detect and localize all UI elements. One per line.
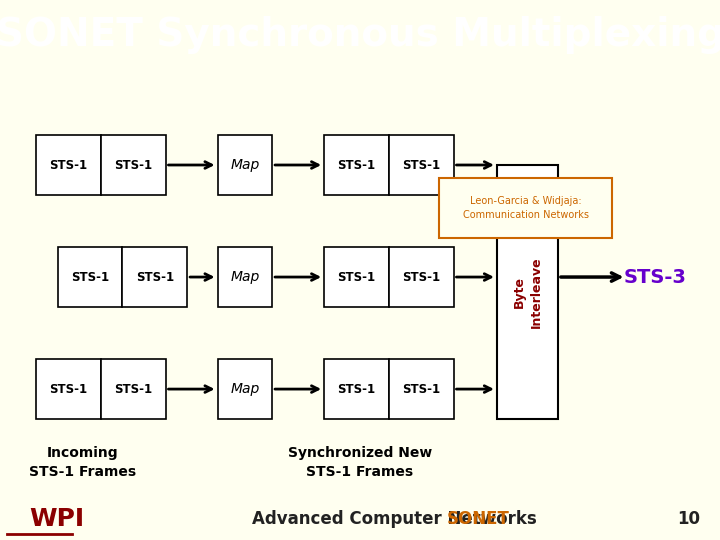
Text: Map: Map — [230, 382, 259, 396]
Text: Leon-Garcia & Widjaja:
Communication Networks: Leon-Garcia & Widjaja: Communication Net… — [463, 197, 589, 220]
Text: STS-1: STS-1 — [50, 382, 87, 396]
Text: STS-1: STS-1 — [402, 382, 440, 396]
Text: STS-1: STS-1 — [338, 271, 375, 284]
FancyBboxPatch shape — [389, 247, 454, 307]
FancyBboxPatch shape — [324, 359, 389, 419]
FancyBboxPatch shape — [324, 247, 389, 307]
Text: SONET Synchronous Multiplexing: SONET Synchronous Multiplexing — [0, 16, 720, 54]
Text: Synchronized New
STS-1 Frames: Synchronized New STS-1 Frames — [288, 446, 432, 478]
Text: STS-1: STS-1 — [114, 382, 152, 396]
FancyBboxPatch shape — [36, 359, 101, 419]
Text: Advanced Computer Networks: Advanced Computer Networks — [252, 510, 536, 528]
Text: WPI: WPI — [29, 507, 84, 531]
FancyBboxPatch shape — [218, 359, 272, 419]
Text: STS-1: STS-1 — [402, 271, 440, 284]
FancyBboxPatch shape — [218, 247, 272, 307]
FancyBboxPatch shape — [122, 247, 187, 307]
FancyBboxPatch shape — [497, 165, 558, 419]
Text: STS-1: STS-1 — [338, 382, 375, 396]
FancyBboxPatch shape — [101, 135, 166, 195]
FancyBboxPatch shape — [389, 359, 454, 419]
FancyBboxPatch shape — [36, 135, 101, 195]
Text: STS-1: STS-1 — [338, 159, 375, 172]
Text: STS-1: STS-1 — [71, 271, 109, 284]
Text: STS-1: STS-1 — [114, 159, 152, 172]
FancyBboxPatch shape — [439, 178, 612, 238]
Text: Map: Map — [230, 158, 259, 172]
Text: 10: 10 — [677, 510, 700, 528]
FancyBboxPatch shape — [101, 359, 166, 419]
Text: STS-3: STS-3 — [624, 267, 687, 287]
Text: STS-1: STS-1 — [50, 159, 87, 172]
FancyBboxPatch shape — [58, 247, 122, 307]
Text: Byte
Interleave: Byte Interleave — [513, 256, 542, 328]
Text: STS-1: STS-1 — [402, 159, 440, 172]
FancyBboxPatch shape — [324, 135, 389, 195]
Text: Map: Map — [230, 270, 259, 284]
Text: SONET: SONET — [446, 510, 509, 528]
Text: STS-1: STS-1 — [136, 271, 174, 284]
Text: Incoming
STS-1 Frames: Incoming STS-1 Frames — [30, 446, 136, 478]
FancyBboxPatch shape — [389, 135, 454, 195]
FancyBboxPatch shape — [218, 135, 272, 195]
